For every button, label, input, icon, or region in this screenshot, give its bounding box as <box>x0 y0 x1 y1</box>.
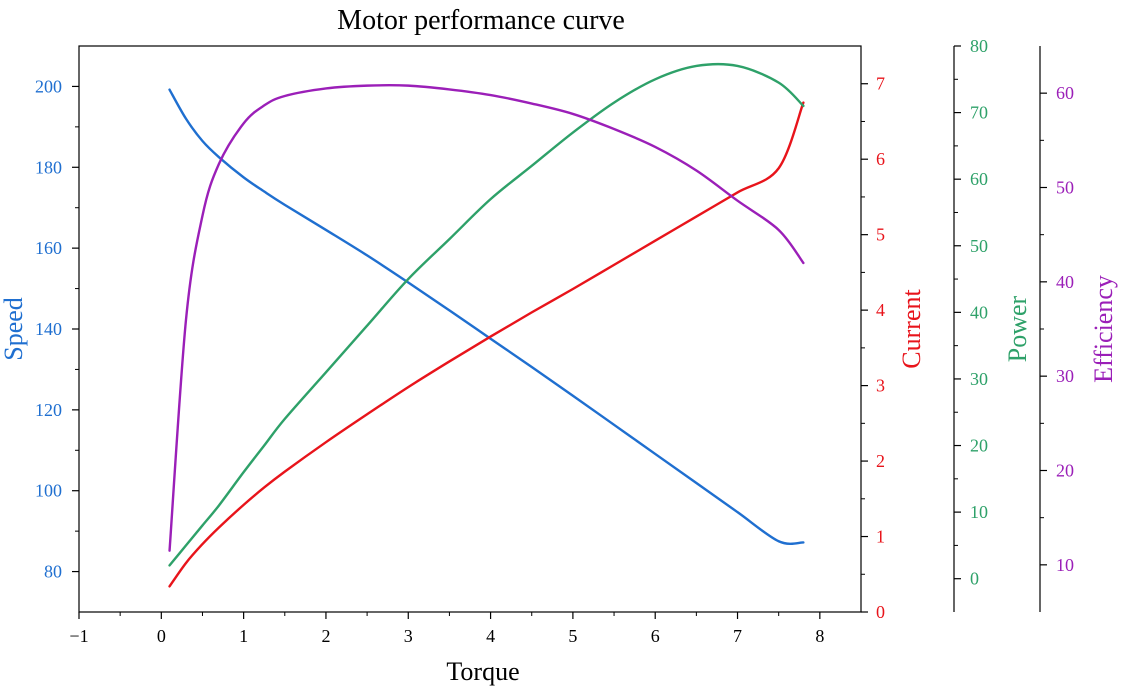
efficiency-tick-label: 60 <box>1056 83 1074 103</box>
x-tick-label: 3 <box>404 626 413 646</box>
current-tick-label: 7 <box>876 74 885 94</box>
x-tick-label: 1 <box>239 626 248 646</box>
speed-tick-label: 140 <box>35 319 62 339</box>
power-axis-title: Power <box>1003 295 1032 362</box>
efficiency-tick-label: 30 <box>1056 366 1074 386</box>
power-tick-label: 60 <box>970 169 988 189</box>
series-line-current <box>168 101 805 588</box>
power-tick-label: 80 <box>970 36 988 56</box>
efficiency-tick-label: 20 <box>1056 461 1074 481</box>
speed-tick-label: 80 <box>44 562 62 582</box>
efficiency-tick-label: 50 <box>1056 178 1074 198</box>
x-tick-label: 2 <box>321 626 330 646</box>
current-tick-label: 4 <box>876 300 885 320</box>
efficiency-tick-label: 40 <box>1056 272 1074 292</box>
plot-frame <box>78 45 862 613</box>
series-line-efficiency <box>168 84 805 552</box>
plot-area <box>168 62 805 588</box>
power-tick-label: 40 <box>970 302 988 322</box>
series-line-power <box>168 62 805 567</box>
current-tick-label: 6 <box>876 149 885 169</box>
power-tick-label: 30 <box>970 369 988 389</box>
series-line-speed <box>168 88 805 545</box>
chart-title: Motor performance curve <box>337 5 625 36</box>
current-axis-title: Current <box>897 289 926 369</box>
speed-tick-label: 160 <box>35 238 62 258</box>
speed-axis-title: Speed <box>0 297 28 361</box>
power-tick-label: 10 <box>970 502 988 522</box>
current-tick-label: 3 <box>876 376 885 396</box>
power-tick-label: 20 <box>970 436 988 456</box>
x-tick-label: 6 <box>651 626 660 646</box>
x-tick-label: −1 <box>69 626 88 646</box>
x-tick-label: 8 <box>815 626 824 646</box>
x-tick-label: 5 <box>568 626 577 646</box>
axes-group: −1 0 1 2 3 4 5 6 7 880100120140160180200Speed0123… <box>0 36 1118 646</box>
x-tick-label: 0 <box>157 626 166 646</box>
x-tick-label: 4 <box>486 626 495 646</box>
speed-tick-label: 180 <box>35 157 62 177</box>
current-tick-label: 5 <box>876 225 885 245</box>
power-tick-label: 70 <box>970 103 988 123</box>
x-axis-title: Torque <box>446 657 519 686</box>
current-tick-label: 2 <box>876 451 885 471</box>
efficiency-tick-label: 10 <box>1056 555 1074 575</box>
speed-tick-label: 120 <box>35 400 62 420</box>
x-tick-label: 7 <box>733 626 742 646</box>
efficiency-axis-title: Efficiency <box>1089 275 1118 383</box>
power-tick-label: 0 <box>970 569 979 589</box>
power-tick-label: 50 <box>970 236 988 256</box>
current-tick-label: 0 <box>876 602 885 622</box>
speed-tick-label: 200 <box>35 76 62 96</box>
speed-tick-label: 100 <box>35 481 62 501</box>
current-tick-label: 1 <box>876 527 885 547</box>
